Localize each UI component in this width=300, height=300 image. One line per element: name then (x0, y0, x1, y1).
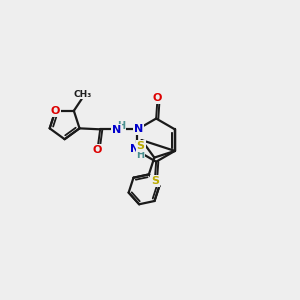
Text: O: O (51, 106, 60, 116)
Text: S: S (151, 176, 159, 186)
Text: H: H (117, 122, 125, 131)
Text: S: S (136, 141, 145, 151)
Text: N: N (134, 124, 143, 134)
Text: H: H (136, 150, 145, 160)
Text: O: O (152, 93, 162, 103)
Text: N: N (112, 125, 122, 135)
Text: CH₃: CH₃ (74, 90, 92, 99)
Text: O: O (92, 145, 102, 155)
Text: N: N (130, 144, 139, 154)
